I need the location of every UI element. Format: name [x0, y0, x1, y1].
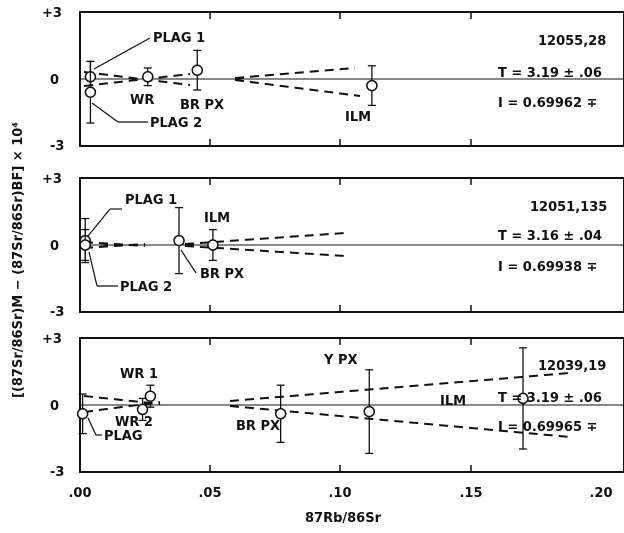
point-label: WR 2 — [115, 415, 153, 430]
data-point-3-5-marker — [363, 405, 376, 418]
initial-ratio-text: I = 0.69965 ∓ — [498, 420, 597, 435]
point-label: BR PX — [200, 267, 244, 282]
y-tick-label: +3 — [42, 172, 62, 187]
data-point-3-1-marker — [76, 408, 89, 420]
initial-ratio-text: I = 0.69938 ∓ — [498, 260, 597, 275]
leader-line — [88, 251, 98, 287]
point-group-2 — [79, 206, 219, 275]
y-tick-label: -3 — [50, 465, 64, 480]
y-tick-label: -3 — [50, 305, 64, 320]
panel-12055: +3 0 -3 PLAG 1 PLAG 2 WR BR PX ILM 12055… — [42, 6, 624, 154]
x-tick-label: .20 — [589, 486, 612, 501]
age-text: T = 3.16 ± .04 — [498, 229, 602, 244]
label-group-1: PLAG 1 PLAG 2 WR BR PX ILM — [91, 31, 371, 131]
label-group-3: PLAG WR 1 WR 2 BR PX Y PX ILM — [87, 353, 466, 444]
sample-id: 12055,28 — [538, 34, 606, 49]
point-label: PLAG 2 — [120, 280, 172, 295]
y-tick-label: +3 — [42, 6, 62, 21]
point-label: WR 1 — [120, 367, 158, 382]
sample-id: 12039,19 — [538, 359, 606, 374]
data-point-2-3-marker — [173, 234, 185, 247]
point-label: PLAG 1 — [153, 31, 205, 46]
age-text: T = 3.19 ± .06 — [498, 391, 602, 406]
panel-3-ticks — [209, 338, 472, 472]
point-label: ILM — [204, 211, 230, 226]
x-axis-label: 87Rb/86Sr — [305, 511, 382, 526]
point-label: ILM — [345, 110, 371, 125]
y-tick-label: +3 — [42, 332, 62, 347]
point-label: ILM — [440, 394, 466, 409]
data-point-2-2-marker — [79, 239, 91, 251]
age-text: T = 3.19 ± .06 — [498, 66, 602, 81]
y-tick-label: 0 — [50, 399, 59, 414]
point-label: Y PX — [323, 353, 358, 368]
x-tick-labels: .00 .05 .10 .15 .20 — [68, 486, 612, 501]
leader-line — [93, 37, 151, 70]
data-point-2-4-marker — [207, 239, 219, 251]
initial-ratio-text: I = 0.69962 ∓ — [498, 96, 597, 111]
point-label: PLAG 1 — [125, 193, 177, 208]
sample-id: 12051,135 — [530, 200, 607, 215]
leader-line — [87, 208, 111, 237]
y-tick-label: 0 — [50, 73, 59, 88]
label-group-2: PLAG 1 PLAG 2 BR PX ILM — [87, 193, 244, 295]
panel-12039: +3 0 -3 PLAG WR 1 WR 2 BR PX Y PX ILM 12… — [42, 332, 624, 480]
x-tick-label: .05 — [198, 486, 221, 501]
point-label: PLAG — [104, 429, 143, 444]
data-point-1-5-marker — [366, 79, 378, 92]
data-point-1-2-marker — [84, 86, 97, 98]
x-tick-label: .15 — [459, 486, 482, 501]
x-tick-label: .00 — [68, 486, 91, 501]
data-point-3-3-marker — [136, 403, 149, 416]
panel-1-ticks — [209, 12, 472, 146]
data-point-1-4-marker — [191, 64, 204, 76]
isochron-envelope — [83, 67, 361, 97]
x-tick-label: .10 — [328, 486, 351, 501]
point-label: BR PX — [236, 419, 280, 434]
point-label: PLAG 2 — [150, 116, 202, 131]
panel-2-ticks — [209, 178, 472, 312]
leader-line — [87, 417, 97, 436]
y-tick-label: -3 — [50, 139, 64, 154]
data-point-3-6-marker — [517, 392, 529, 405]
data-point-3-4-marker — [274, 408, 287, 420]
y-tick-label: 0 — [50, 239, 59, 254]
leader-line — [91, 102, 119, 123]
y-axis-label: [(87Sr/86Sr)M − (87Sr/86Sr)BF] × 10⁴ — [11, 122, 26, 398]
isochron-envelope — [83, 372, 571, 438]
point-label: BR PX — [180, 98, 224, 113]
point-label: WR — [130, 93, 154, 108]
isochron-envelope — [83, 232, 346, 257]
point-group-3 — [76, 347, 529, 455]
data-point-3-2-marker — [144, 390, 157, 402]
data-point-1-3-marker — [142, 71, 154, 83]
panel-12051: +3 0 -3 PLAG 1 PLAG 2 BR PX ILM 12051,13… — [42, 172, 624, 320]
leader-line — [180, 249, 197, 274]
point-group-1 — [84, 49, 378, 124]
